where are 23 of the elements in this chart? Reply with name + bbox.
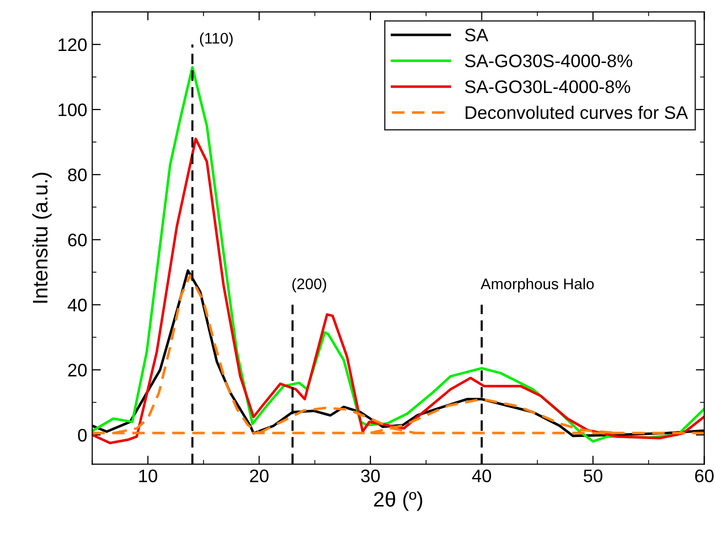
y-tick-label: 0 <box>78 428 87 442</box>
legend-label: Deconvoluted curves for SA <box>466 106 688 119</box>
y-tick-label: 60 <box>68 234 87 246</box>
legend-label: SA <box>465 28 488 42</box>
x-tick-label: 60 <box>695 470 714 482</box>
line-series <box>92 138 704 444</box>
y-tick-label: 120 <box>58 38 87 52</box>
x-axis-title: 2θ (º) <box>374 491 422 511</box>
annotation: (200) <box>292 278 326 292</box>
x-tick-label: 40 <box>472 470 492 482</box>
legend-label: SA-GO30S-4000-8% <box>465 54 632 68</box>
legend-label: SA-GO30L-4000-8% <box>465 80 630 94</box>
y-axis-title: Intensitu (a.u.) <box>32 172 52 303</box>
y-tick-label: 20 <box>68 364 87 377</box>
x-tick-label: 20 <box>250 470 268 482</box>
annotation: Amorphous Halo <box>480 278 594 292</box>
y-tick-label: 80 <box>68 168 87 182</box>
y-tick-label: 40 <box>68 298 87 312</box>
x-tick-label: 50 <box>584 470 602 482</box>
x-tick-label: 30 <box>361 470 380 482</box>
x-tick-label: 10 <box>139 470 158 482</box>
y-tick-label: 100 <box>58 103 87 116</box>
annotation: (110) <box>200 32 233 47</box>
